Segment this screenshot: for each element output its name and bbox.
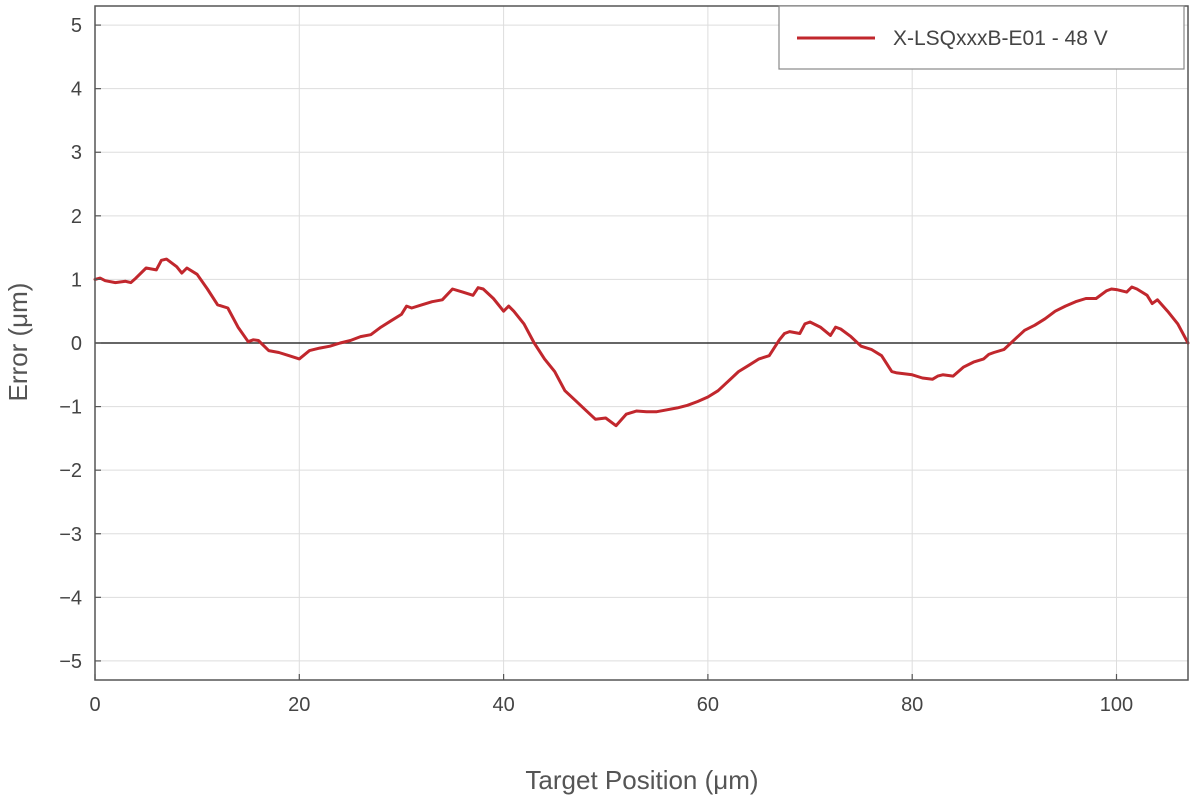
y-tick-label: −4 [59,587,82,609]
y-tick-label: 4 [71,79,82,101]
x-tick-label: 100 [1100,694,1133,716]
y-tick-label: −3 [59,524,82,546]
x-tick-label: 60 [697,694,719,716]
y-tick-label: 3 [71,142,82,164]
y-tick-label: −1 [59,397,82,419]
y-tick-label: 2 [71,206,82,228]
x-tick-label: 40 [492,694,514,716]
x-tick-label: 20 [288,694,310,716]
x-tick-label: 80 [901,694,923,716]
y-tick-label: 1 [71,269,82,291]
x-axis-title: Target Position (μm) [525,765,758,795]
x-tick-labels: 0 20 40 60 80 100 [89,694,1133,716]
legend-label: X-LSQxxxB-E01 - 48 V [893,27,1108,50]
x-tick-label: 0 [89,694,100,716]
y-tick-labels: −5 −4 −3 −2 −1 0 1 2 3 4 5 [59,15,82,673]
y-tick-label: 0 [71,333,82,355]
legend: X-LSQxxxB-E01 - 48 V [778,5,1185,70]
series-layer [93,257,1190,428]
y-tick-label: 5 [71,15,82,37]
y-tick-label: −2 [59,460,82,482]
y-axis-title: Error (μm) [3,283,33,402]
ticks [94,24,1118,680]
y-tick-label: −5 [59,651,82,673]
series-line [93,257,1190,428]
